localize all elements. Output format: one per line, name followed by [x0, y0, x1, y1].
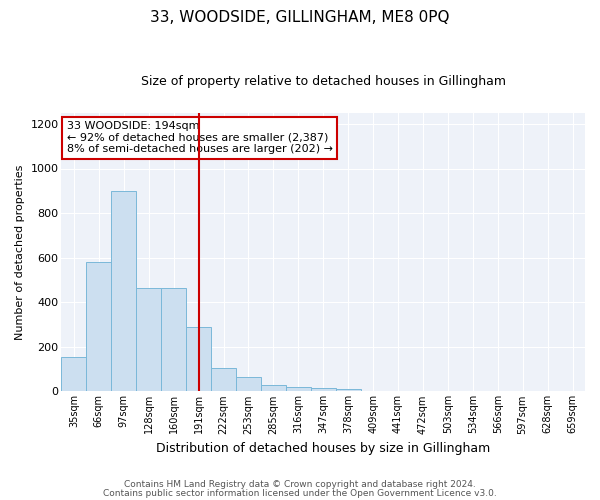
Bar — [112, 191, 136, 392]
Bar — [136, 288, 161, 392]
Bar — [161, 288, 186, 392]
Title: Size of property relative to detached houses in Gillingham: Size of property relative to detached ho… — [141, 75, 506, 88]
Bar — [335, 389, 361, 392]
Text: 33, WOODSIDE, GILLINGHAM, ME8 0PQ: 33, WOODSIDE, GILLINGHAM, ME8 0PQ — [150, 10, 450, 25]
Bar — [211, 368, 236, 392]
Bar — [286, 387, 311, 392]
Text: Contains HM Land Registry data © Crown copyright and database right 2024.: Contains HM Land Registry data © Crown c… — [124, 480, 476, 489]
Bar — [311, 388, 335, 392]
Y-axis label: Number of detached properties: Number of detached properties — [15, 164, 25, 340]
Bar — [186, 327, 211, 392]
Bar — [261, 384, 286, 392]
Bar — [236, 377, 261, 392]
Text: Contains public sector information licensed under the Open Government Licence v3: Contains public sector information licen… — [103, 488, 497, 498]
Text: 33 WOODSIDE: 194sqm
← 92% of detached houses are smaller (2,387)
8% of semi-deta: 33 WOODSIDE: 194sqm ← 92% of detached ho… — [67, 121, 332, 154]
Bar — [86, 262, 112, 392]
Bar — [61, 357, 86, 392]
X-axis label: Distribution of detached houses by size in Gillingham: Distribution of detached houses by size … — [156, 442, 490, 455]
